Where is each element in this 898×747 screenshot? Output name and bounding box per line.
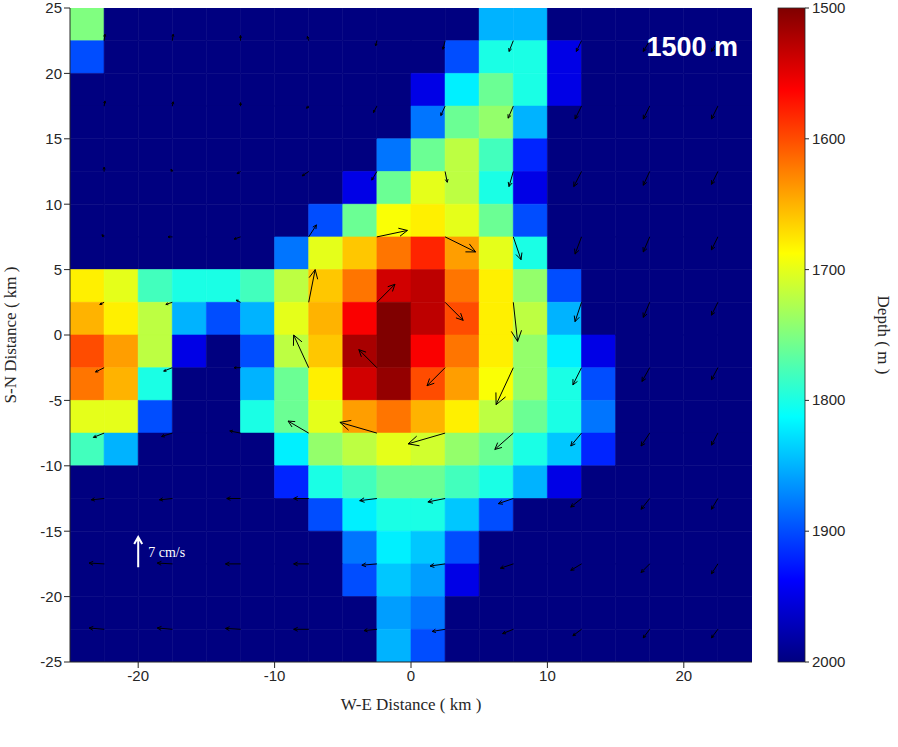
svg-text:-10: -10 — [40, 457, 62, 474]
svg-text:0: 0 — [407, 667, 415, 684]
svg-text:1800: 1800 — [812, 391, 845, 408]
svg-text:1900: 1900 — [812, 522, 845, 539]
svg-text:1500 m: 1500 m — [646, 32, 738, 62]
svg-text:-25: -25 — [40, 653, 62, 670]
svg-text:10: 10 — [45, 196, 62, 213]
svg-text:-5: -5 — [49, 392, 62, 409]
svg-text:-20: -20 — [40, 588, 62, 605]
svg-text:20: 20 — [675, 667, 692, 684]
svg-text:15: 15 — [45, 130, 62, 147]
svg-text:1600: 1600 — [812, 130, 845, 147]
svg-text:-20: -20 — [127, 667, 149, 684]
svg-text:-15: -15 — [40, 523, 62, 540]
svg-text:S-N Distance ( km ): S-N Distance ( km ) — [1, 267, 20, 404]
svg-text:25: 25 — [45, 0, 62, 16]
svg-text:-10: -10 — [264, 667, 286, 684]
svg-text:Depth ( m ): Depth ( m ) — [874, 296, 893, 375]
svg-text:7 cm/s: 7 cm/s — [148, 545, 185, 560]
svg-text:W-E Distance ( km ): W-E Distance ( km ) — [341, 695, 482, 714]
svg-text:20: 20 — [45, 65, 62, 82]
svg-text:10: 10 — [539, 667, 556, 684]
svg-text:5: 5 — [54, 261, 62, 278]
svg-text:1700: 1700 — [812, 261, 845, 278]
svg-text:1500: 1500 — [812, 0, 845, 16]
svg-text:0: 0 — [54, 326, 62, 343]
svg-text:2000: 2000 — [812, 653, 845, 670]
